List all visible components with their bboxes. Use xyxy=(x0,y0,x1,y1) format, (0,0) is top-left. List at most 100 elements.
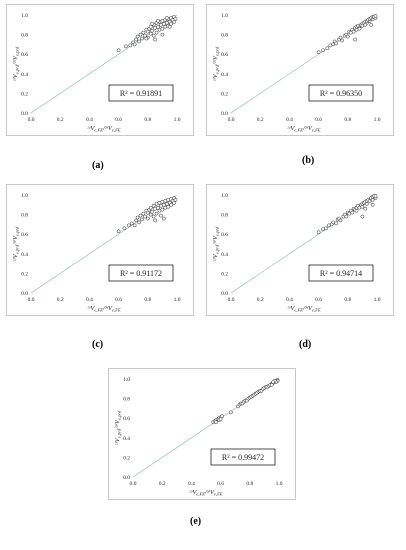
data-point xyxy=(316,230,321,235)
data-point xyxy=(140,36,144,41)
data-point xyxy=(143,214,147,219)
data-point xyxy=(151,214,156,219)
data-point xyxy=(373,14,378,18)
data-point xyxy=(141,211,146,216)
data-point xyxy=(338,218,343,223)
data-point xyxy=(132,223,137,228)
data-point xyxy=(172,200,176,205)
x-axis-label: ²³Ve,FE/²⁸Ve,FE xyxy=(287,305,321,314)
y-tick-label: 0.0 xyxy=(21,111,28,117)
y-tick-label: 0.6 xyxy=(123,416,130,422)
data-point xyxy=(160,207,165,212)
r2-label: R² = 0.94714 xyxy=(320,269,362,278)
panel-label-c: (c) xyxy=(92,339,104,350)
y-tick-label: 0.0 xyxy=(221,291,228,297)
x-tick-label: 0.2 xyxy=(257,117,264,123)
data-point xyxy=(172,20,176,24)
y-tick-label: 1.0 xyxy=(123,377,130,383)
y-axis-label: ²³Ve,prd/²⁸Ve,prd xyxy=(12,226,21,261)
data-point xyxy=(135,215,140,220)
y-axis-label: ²³Ve,prd/²⁸Ve,prd xyxy=(212,226,221,261)
data-point xyxy=(360,204,365,209)
x-tick-label: 0.0 xyxy=(28,297,35,303)
data-point xyxy=(134,37,138,42)
data-point xyxy=(156,205,160,210)
y-tick-label: 0.6 xyxy=(21,232,28,238)
data-point xyxy=(145,216,150,221)
data-point xyxy=(156,24,160,29)
chart-panel-a: 0.0 0.2 0.4 0.6 0.8 1.0 0.0 0.2 0.4 0.6 0.8 1.0 R² =… xyxy=(6,4,194,136)
x-tick-label: 0.2 xyxy=(57,297,64,303)
data-point xyxy=(360,214,365,219)
scatter-chart-a: 0.0 0.2 0.4 0.6 0.8 1.0 0.0 0.2 0.4 0.6 0.8 1.0 R² =… xyxy=(12,13,181,134)
y-tick-label: 0.4 xyxy=(21,252,28,258)
data-point xyxy=(321,48,325,53)
data-point xyxy=(334,41,338,46)
data-point xyxy=(345,34,350,39)
panel-label-d: (d) xyxy=(299,339,312,350)
data-point xyxy=(269,383,274,387)
data-point xyxy=(338,35,343,40)
data-point xyxy=(164,16,169,20)
data-point xyxy=(325,46,330,51)
y-tick-label: 0.8 xyxy=(21,213,28,219)
data-point xyxy=(214,420,219,424)
x-tick-label: 0.2 xyxy=(159,481,166,487)
data-point xyxy=(357,26,362,31)
r2-box xyxy=(308,264,374,282)
y-tick-label: 0.6 xyxy=(21,52,28,58)
y-axis-label: ²³Ve,prd/²⁸Ve,prd xyxy=(12,46,21,81)
x-tick-label: 0.8 xyxy=(144,117,151,123)
y-tick-label: 0.6 xyxy=(221,52,228,58)
data-point xyxy=(154,30,159,35)
data-point xyxy=(138,213,143,218)
data-point xyxy=(228,410,233,415)
y-tick-label: 0.8 xyxy=(123,397,130,403)
y-tick-label: 1.0 xyxy=(221,13,228,19)
data-point xyxy=(124,44,128,49)
x-axis-label: ²³Ve,FE/²⁸Ve,FE xyxy=(189,489,223,498)
x-tick-label: 0.4 xyxy=(188,481,195,487)
x-tick-label: 0.6 xyxy=(315,297,322,303)
data-point xyxy=(148,31,153,36)
r2-label: R² = 0.91172 xyxy=(120,269,162,278)
y-tick-label: 1.0 xyxy=(221,193,228,199)
x-tick-label: 0.8 xyxy=(144,297,151,303)
data-point xyxy=(148,205,153,210)
data-point xyxy=(143,33,147,38)
data-point xyxy=(271,380,276,384)
data-point xyxy=(137,39,141,44)
x-tick-label: 0.4 xyxy=(86,117,93,123)
data-point xyxy=(145,29,150,34)
data-point xyxy=(141,30,146,35)
x-tick-label: 0.6 xyxy=(115,297,122,303)
data-point xyxy=(350,210,355,215)
data-point xyxy=(324,226,328,231)
data-point xyxy=(344,214,349,219)
y-tick-label: 1.0 xyxy=(21,13,28,19)
r2-box xyxy=(210,448,276,466)
data-point xyxy=(148,212,153,217)
y-tick-label: 0.4 xyxy=(123,436,130,442)
data-point xyxy=(363,22,368,27)
data-point xyxy=(150,21,155,26)
x-tick-label: 0.2 xyxy=(257,297,264,303)
data-point xyxy=(140,217,144,222)
data-point xyxy=(169,202,174,207)
data-point xyxy=(144,36,149,41)
y-tick-label: 0.0 xyxy=(123,475,130,481)
x-tick-label: 0.2 xyxy=(57,117,64,123)
data-point xyxy=(116,229,121,234)
chart-panel-e: 0.0 0.2 0.4 0.6 0.8 1.0 0.0 0.2 0.4 0.6 0.8 1.0 R² =… xyxy=(108,368,296,500)
x-axis-label: ²³Ve,FE/²⁸Ve,FE xyxy=(87,125,121,134)
y-tick-label: 0.4 xyxy=(221,72,228,78)
data-point xyxy=(167,24,172,29)
data-point xyxy=(116,48,121,53)
x-tick-label: 0.0 xyxy=(228,297,235,303)
data-point xyxy=(173,17,178,21)
r2-box xyxy=(308,84,374,102)
data-point xyxy=(153,37,157,42)
data-point xyxy=(138,32,143,37)
data-point xyxy=(218,417,223,422)
r2-label: R² = 0.99472 xyxy=(222,453,264,462)
